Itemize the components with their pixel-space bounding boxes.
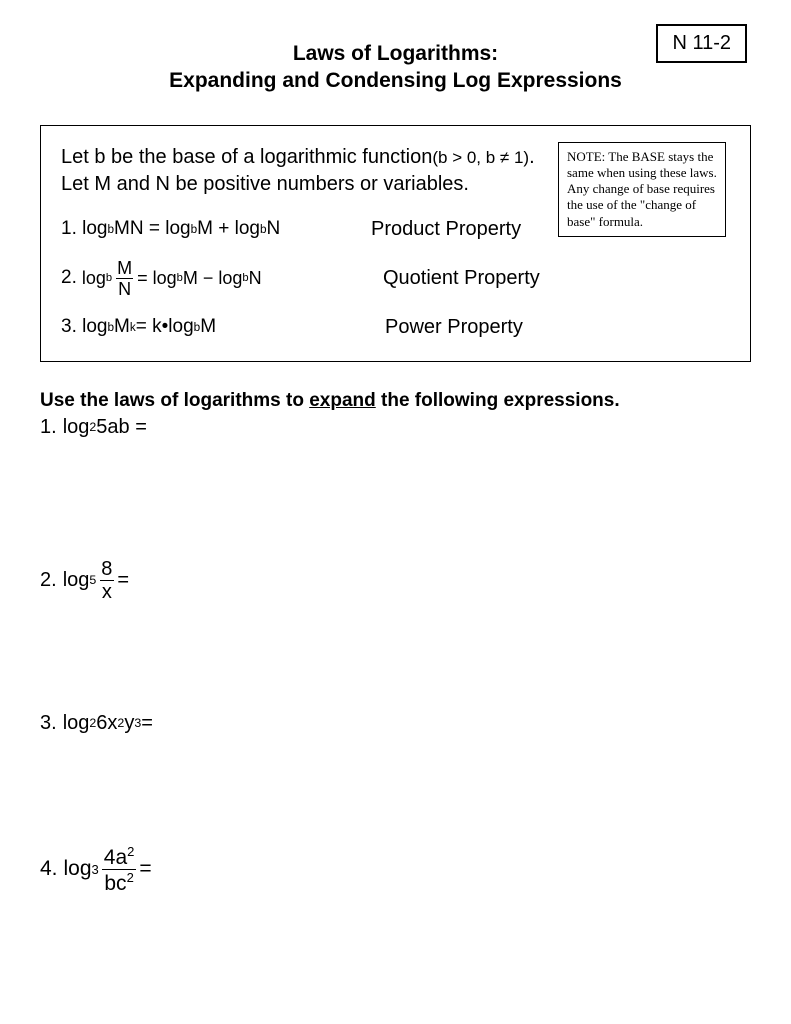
p4-eq: =	[139, 857, 151, 881]
p1-base: 2	[89, 420, 96, 434]
law3-num: 3.	[61, 316, 77, 338]
intro-condition: (b > 0, b ≠ 1)	[432, 148, 529, 167]
p1-num: 1.	[40, 416, 57, 439]
p2-frac-num: 8	[99, 559, 114, 580]
section-text-b: expand	[309, 390, 376, 411]
law-product-name: Product Property	[371, 218, 521, 241]
p3-mid: y	[124, 712, 134, 735]
law3-end: M	[200, 316, 216, 338]
p1-log: log	[63, 416, 90, 439]
p2-eq: =	[117, 569, 129, 592]
p3-num: 3.	[40, 712, 57, 735]
title-line-1: Laws of Logarithms:	[293, 42, 498, 65]
p4-frac-den: bc2	[102, 869, 135, 894]
p4-fnum-a: 4a	[104, 846, 127, 869]
section-heading: Use the laws of logarithms to expand the…	[40, 390, 751, 412]
p3-base: 2	[89, 716, 96, 730]
p4-fden-e: 2	[127, 870, 134, 885]
law1-mid: M + log	[197, 218, 260, 240]
laws-box: NOTE: The BASE stays the same when using…	[40, 125, 751, 362]
law3-b1: b	[108, 321, 115, 334]
law-power-name: Power Property	[385, 316, 523, 339]
law2-b3: b	[242, 272, 248, 284]
intro-text-2: Let M and N be positive numbers or varia…	[61, 173, 469, 195]
note-text: NOTE: The BASE stays the same when using…	[567, 149, 717, 229]
law-power-expr: 3. logbMk = k•logbM	[61, 316, 371, 338]
problem-2: 2. log5 8 x =	[40, 559, 751, 602]
intro-period: .	[529, 146, 535, 168]
law1-end: N	[267, 218, 281, 240]
law1-b3: b	[260, 223, 267, 236]
law-quotient-name: Quotient Property	[383, 267, 540, 290]
problem-4: 4. log3 4a2 bc2 =	[40, 845, 751, 894]
law2-b2: b	[177, 272, 183, 284]
p1-arg: 5ab =	[96, 416, 147, 439]
p4-fden-a: bc	[104, 872, 126, 895]
worksheet-page: N 11-2 Laws of Logarithms: Expanding and…	[0, 0, 791, 954]
law3-exp: k	[130, 321, 136, 334]
law2-n: N	[249, 268, 262, 289]
law-quotient-expr: 2. logb M N = logb M − logb N	[61, 259, 371, 298]
p4-num: 4.	[40, 857, 58, 881]
law2-frac-den: N	[116, 278, 133, 298]
p2-frac-den: x	[100, 580, 114, 602]
p3-e1: 2	[117, 716, 124, 730]
law2-num: 2.	[61, 267, 77, 289]
p3-e2: 3	[134, 716, 141, 730]
law1-arg: MN = log	[114, 218, 191, 240]
law-quotient: 2. logb M N = logb M − logb N Quotient P…	[61, 259, 730, 298]
law2-frac: M N	[115, 259, 134, 298]
p4-fnum-e: 2	[127, 844, 134, 859]
law-product-expr: 1. logb MN = logbM + logbN	[61, 218, 371, 240]
law1-b1: b	[108, 223, 115, 236]
problem-1: 1. log2 5ab =	[40, 416, 751, 439]
lesson-code: N 11-2	[672, 32, 731, 54]
law3-b2: b	[194, 321, 201, 334]
law3-log1: log	[82, 316, 107, 338]
p4-base: 3	[92, 862, 99, 877]
p3-arg: 6x	[96, 712, 117, 735]
p4-frac: 4a2 bc2	[102, 845, 137, 894]
p2-base: 5	[89, 573, 96, 587]
law1-num: 1.	[61, 218, 77, 240]
lesson-code-badge: N 11-2	[656, 24, 747, 63]
p4-log: log	[64, 857, 92, 881]
law1-b2: b	[191, 223, 198, 236]
section-text-a: Use the laws of logarithms to	[40, 390, 309, 411]
law2-b1: b	[106, 272, 112, 284]
law3-arg: M	[114, 316, 130, 338]
title-line-2: Expanding and Condensing Log Expressions	[169, 69, 622, 92]
laws-intro: Let b be the base of a logarithmic funct…	[61, 144, 551, 198]
problem-3: 3. log2 6x2y3 =	[40, 712, 751, 735]
page-title: Laws of Logarithms: Expanding and Conden…	[40, 40, 751, 95]
p3-eq: =	[141, 712, 153, 735]
law2-frac-num: M	[115, 259, 134, 278]
p3-log: log	[63, 712, 90, 735]
p2-num: 2.	[40, 569, 57, 592]
intro-text-1: Let b be the base of a logarithmic funct…	[61, 146, 432, 168]
note-box: NOTE: The BASE stays the same when using…	[558, 142, 726, 237]
section-text-c: the following expressions.	[376, 390, 620, 411]
law-power: 3. logbMk = k•logbM Power Property	[61, 316, 730, 339]
law2-m: M − log	[183, 268, 243, 289]
law2-log1: log	[82, 268, 106, 289]
p2-log: log	[63, 569, 90, 592]
law3-eq: = k•log	[136, 316, 194, 338]
p2-frac: 8 x	[99, 559, 114, 602]
p4-frac-num: 4a2	[102, 845, 137, 869]
law2-eq: = log	[137, 268, 177, 289]
law1-log1: log	[82, 218, 107, 240]
